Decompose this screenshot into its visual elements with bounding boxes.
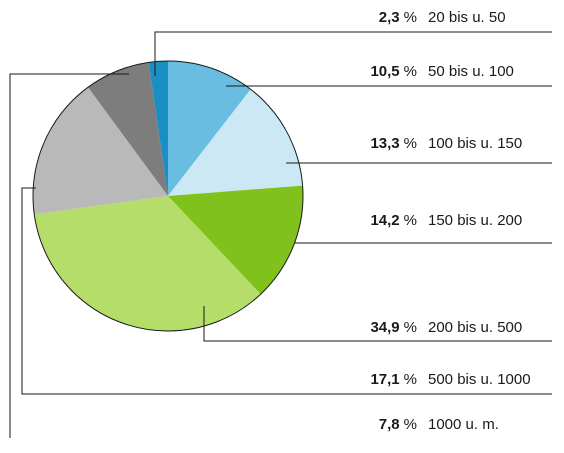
- pie-slice: [168, 61, 251, 196]
- category-label: 150 bis u. 200: [428, 212, 522, 229]
- value-number: 17,1: [370, 371, 399, 388]
- value-label: 7,8%: [379, 416, 417, 433]
- pie-outline: [32, 60, 304, 332]
- value-number: 34,9: [370, 319, 399, 336]
- value-number: 13,3: [370, 135, 399, 152]
- category-label: 50 bis u. 100: [428, 63, 514, 80]
- value-label: 2,3%: [379, 9, 417, 26]
- pie-slice: [88, 62, 168, 196]
- value-unit: %: [404, 371, 417, 388]
- value-label: 13,3%: [370, 135, 417, 152]
- value-number: 14,2: [370, 212, 399, 229]
- value-unit: %: [404, 9, 417, 26]
- value-unit: %: [404, 319, 417, 336]
- pie-slice: [168, 185, 303, 295]
- category-label: 200 bis u. 500: [428, 319, 522, 336]
- leader-line: [21, 187, 552, 395]
- leader-line: [9, 73, 129, 438]
- value-label: 10,5%: [370, 63, 417, 80]
- value-label: 34,9%: [370, 319, 417, 336]
- value-label: 17,1%: [370, 371, 417, 388]
- pie-slice: [33, 87, 168, 215]
- value-unit: %: [404, 212, 417, 229]
- pie-slice: [168, 89, 303, 196]
- value-unit: %: [404, 416, 417, 433]
- leader-line: [154, 31, 552, 76]
- leader-line: [203, 306, 552, 342]
- value-unit: %: [404, 135, 417, 152]
- pie-slice: [148, 61, 168, 196]
- category-label: 20 bis u. 50: [428, 9, 506, 26]
- value-label: 14,2%: [370, 212, 417, 229]
- category-label: 100 bis u. 150: [428, 135, 522, 152]
- value-number: 7,8: [379, 416, 400, 433]
- value-number: 2,3: [379, 9, 400, 26]
- value-unit: %: [404, 63, 417, 80]
- category-label: 500 bis u. 1000: [428, 371, 531, 388]
- category-label: 1000 u. m.: [428, 416, 499, 433]
- pie-slice: [34, 196, 261, 331]
- value-number: 10,5: [370, 63, 399, 80]
